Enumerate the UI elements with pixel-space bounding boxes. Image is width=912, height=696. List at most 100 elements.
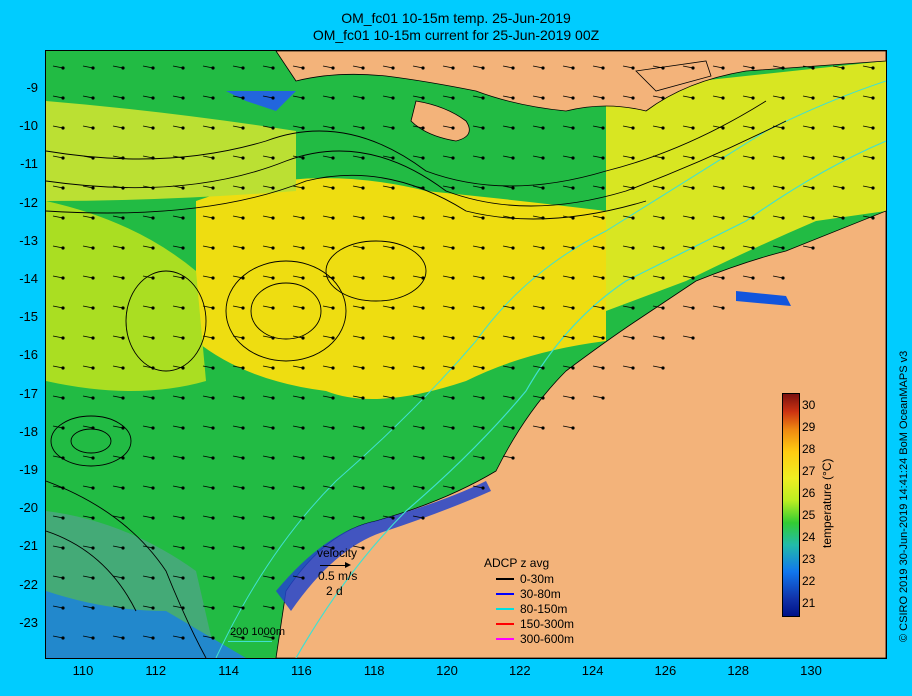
current-vector-head	[751, 246, 755, 250]
current-vector	[352, 425, 364, 429]
current-vector-head	[121, 276, 125, 280]
current-vector	[562, 305, 574, 309]
current-vector-head	[421, 306, 425, 310]
isobath-legend: 200 1000m	[230, 626, 286, 638]
current-vector	[622, 185, 634, 189]
current-vector-head	[241, 186, 245, 190]
current-vector-head	[421, 426, 425, 430]
current-vector-head	[721, 276, 725, 280]
current-vector-head	[271, 216, 275, 220]
current-vector-head	[91, 576, 95, 580]
current-vector	[502, 245, 514, 249]
current-vector-head	[301, 246, 305, 250]
current-vector	[472, 125, 484, 129]
current-vector	[412, 395, 424, 399]
current-vector-head	[61, 216, 65, 220]
current-vector	[172, 365, 184, 369]
current-vector	[172, 305, 184, 309]
current-vector	[322, 245, 334, 249]
current-vector-head	[331, 546, 335, 550]
current-vector	[202, 485, 214, 489]
map-subtitle: OM_fc01 10-15m current for 25-Jun-2019 0…	[312, 27, 600, 43]
current-vector	[412, 95, 424, 99]
colorbar-tick-label: 29	[802, 420, 816, 434]
current-vector	[772, 125, 784, 129]
current-vector	[82, 635, 94, 639]
current-vector	[142, 125, 154, 129]
current-vector-head	[151, 336, 155, 340]
current-vector-head	[271, 576, 275, 580]
current-vector-head	[331, 486, 335, 490]
current-vector	[772, 65, 784, 69]
y-tick-label: -9	[26, 80, 38, 95]
current-vector	[52, 305, 64, 309]
current-vector	[412, 185, 424, 189]
current-vector	[322, 125, 334, 129]
current-vector-head	[331, 366, 335, 370]
current-vector	[712, 155, 724, 159]
current-vector	[382, 215, 394, 219]
current-vector-head	[121, 426, 125, 430]
current-vector-head	[841, 66, 845, 70]
current-vector-head	[631, 66, 635, 70]
current-vector-head	[301, 456, 305, 460]
current-vector	[742, 245, 754, 249]
current-vector	[562, 125, 574, 129]
current-vector	[622, 305, 634, 309]
current-vector	[472, 365, 484, 369]
y-tick-label: -15	[19, 309, 38, 325]
current-vector-head	[511, 66, 515, 70]
current-vector	[682, 155, 694, 159]
current-vector	[472, 485, 484, 489]
x-tick-label: 110	[72, 663, 94, 678]
current-vector-head	[481, 96, 485, 100]
current-vector-head	[61, 246, 65, 250]
current-vector-head	[331, 396, 335, 400]
current-vector	[472, 155, 484, 159]
current-vector	[382, 155, 394, 159]
current-vector	[502, 425, 514, 429]
current-vector	[472, 275, 484, 279]
velocity-legend-arrowhead	[345, 562, 351, 568]
current-vector-head	[631, 366, 635, 370]
current-vector	[112, 65, 124, 69]
current-vector-head	[211, 456, 215, 460]
current-vector-head	[511, 396, 515, 400]
current-vector	[52, 155, 64, 159]
current-vector-head	[511, 306, 515, 310]
current-vector-head	[91, 426, 95, 430]
current-vector	[232, 65, 244, 69]
current-vector	[352, 155, 364, 159]
current-vector	[832, 155, 844, 159]
current-vector	[352, 305, 364, 309]
current-vector	[142, 365, 154, 369]
current-vector	[832, 125, 844, 129]
current-vector	[232, 155, 244, 159]
current-vector	[112, 605, 124, 609]
current-vector	[412, 305, 424, 309]
current-vector-head	[211, 186, 215, 190]
current-vector-head	[691, 336, 695, 340]
current-vector	[172, 125, 184, 129]
current-vector	[772, 95, 784, 99]
current-vector	[172, 245, 184, 249]
current-vector	[202, 425, 214, 429]
current-vector-head	[571, 126, 575, 130]
current-vector-head	[481, 396, 485, 400]
current-vector-head	[571, 306, 575, 310]
current-vector-head	[391, 336, 395, 340]
current-vector	[592, 395, 604, 399]
current-vector	[802, 245, 814, 249]
current-vector	[532, 305, 544, 309]
current-vector-head	[211, 426, 215, 430]
current-vector	[502, 125, 514, 129]
current-vector	[652, 185, 664, 189]
current-vector	[52, 605, 64, 609]
current-vector-head	[571, 66, 575, 70]
current-vector-head	[121, 96, 125, 100]
current-vector-head	[601, 126, 605, 130]
current-vector-head	[241, 606, 245, 610]
current-vector	[82, 245, 94, 249]
current-vector	[202, 185, 214, 189]
eastern-water	[606, 61, 886, 311]
